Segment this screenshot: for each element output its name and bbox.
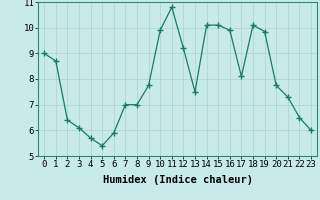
X-axis label: Humidex (Indice chaleur): Humidex (Indice chaleur) (103, 175, 252, 185)
